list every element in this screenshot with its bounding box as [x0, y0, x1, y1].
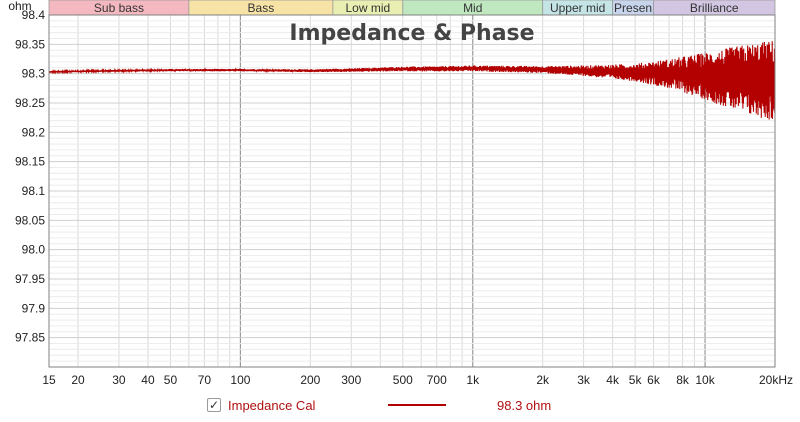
x-tick-label: 1k [466, 373, 480, 387]
y-unit-label: ohm [8, 0, 31, 13]
x-tick-label: 30 [112, 373, 126, 387]
x-tick-label: 700 [427, 373, 447, 387]
band-label: Brilliance [690, 1, 739, 15]
y-tick-label: 97.95 [15, 272, 45, 286]
x-tick-label: 10k [695, 373, 715, 387]
y-tick-label: 98.0 [22, 243, 46, 257]
legend-series-name[interactable]: Impedance Cal [228, 398, 316, 413]
series-visibility-checkbox[interactable]: ✓ [207, 398, 221, 412]
x-tick-label: 300 [341, 373, 361, 387]
series-line-impedance-cal [48, 41, 776, 120]
chart-title: Impedance & Phase [289, 21, 534, 46]
x-tick-label: 8k [676, 373, 690, 387]
y-tick-label: 98.1 [22, 184, 46, 198]
band-label: Mid [463, 1, 482, 15]
x-tick-label: 20kHz [759, 373, 793, 387]
band-label: Low mid [345, 1, 390, 15]
x-tick-label: 100 [230, 373, 250, 387]
x-tick-label: 15 [42, 373, 56, 387]
y-tick-label: 97.85 [15, 331, 45, 345]
x-tick-label: 50 [164, 373, 178, 387]
band-label: Sub bass [94, 1, 144, 15]
x-tick-label: 4k [606, 373, 620, 387]
band-label: Bass [248, 1, 275, 15]
band-label: Presen [614, 1, 652, 15]
y-tick-label: 97.9 [22, 301, 46, 315]
y-tick-label: 98.15 [15, 155, 45, 169]
x-tick-label: 40 [141, 373, 155, 387]
y-tick-label: 98.05 [15, 213, 45, 227]
y-tick-label: 98.35 [15, 37, 45, 51]
x-tick-label: 70 [198, 373, 212, 387]
plot-frame [48, 14, 776, 368]
frequency-bands: Sub bass Bass Low mid Mid Upper mid Presen Bri… [48, 0, 776, 16]
x-tick-labels: 15 20 30 40 50 70 100 200 300 500 700 1k 2k 3k 4k 5k 6k 8… [42, 373, 793, 387]
impedance-chart: Sub bass Bass Low mid Mid Upper mid Presen Bri… [8, 0, 793, 387]
y-tick-label: 98.4 [22, 8, 46, 22]
y-tick-label: 98.2 [22, 125, 46, 139]
x-tick-label: 6k [647, 373, 661, 387]
series-layer [48, 41, 776, 120]
legend-series-value: 98.3 ohm [497, 398, 552, 413]
x-tick-label: 200 [300, 373, 320, 387]
x-tick-label: 20 [71, 373, 85, 387]
legend-series-swatch [388, 404, 446, 406]
y-tick-labels: 98.4 98.35 98.3 98.25 98.2 98.15 98.1 98.05 98.0… [15, 8, 45, 345]
x-tick-label: 500 [393, 373, 413, 387]
legend: ✓ Impedance Cal 98.3 ohm [0, 396, 800, 418]
band-label: Upper mid [550, 1, 605, 15]
x-tick-label: 2k [536, 373, 550, 387]
x-tick-label: 3k [577, 373, 591, 387]
y-tick-label: 98.25 [15, 96, 45, 110]
y-tick-label: 98.3 [22, 67, 46, 81]
x-tick-label: 5k [629, 373, 643, 387]
